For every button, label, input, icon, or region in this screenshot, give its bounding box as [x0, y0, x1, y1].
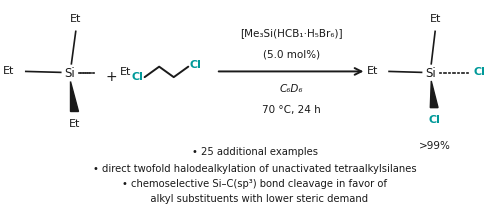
Text: Cl: Cl: [474, 67, 486, 77]
Text: Si: Si: [64, 67, 75, 80]
Text: alkyl substituents with lower steric demand: alkyl substituents with lower steric dem…: [141, 194, 368, 204]
Text: >99%: >99%: [419, 141, 451, 151]
Text: Et: Et: [4, 66, 15, 76]
Text: • 25 additional examples: • 25 additional examples: [192, 146, 318, 157]
Text: Cl: Cl: [190, 60, 202, 70]
Text: Et: Et: [430, 14, 441, 24]
Text: Cl: Cl: [131, 72, 143, 82]
Text: • chemoselective Si–C(sp³) bond cleavage in favor of: • chemoselective Si–C(sp³) bond cleavage…: [122, 179, 387, 189]
Text: (5.0 mol%): (5.0 mol%): [262, 49, 320, 59]
Text: Et: Et: [70, 14, 82, 24]
Text: Et: Et: [366, 66, 378, 76]
Text: C₆D₆: C₆D₆: [280, 84, 303, 94]
Polygon shape: [70, 81, 78, 111]
Text: 70 °C, 24 h: 70 °C, 24 h: [262, 105, 320, 115]
Text: Si: Si: [425, 67, 436, 80]
Text: +: +: [106, 70, 118, 84]
Text: Cl: Cl: [428, 115, 440, 125]
Text: • direct twofold halodealkylation of unactivated tetraalkylsilanes: • direct twofold halodealkylation of una…: [93, 164, 416, 174]
Text: Et: Et: [68, 119, 80, 129]
Text: [Me₃Si(HCB₁·H₅Br₆)]: [Me₃Si(HCB₁·H₅Br₆)]: [240, 28, 342, 38]
Polygon shape: [430, 81, 438, 108]
Text: Et: Et: [120, 67, 131, 77]
